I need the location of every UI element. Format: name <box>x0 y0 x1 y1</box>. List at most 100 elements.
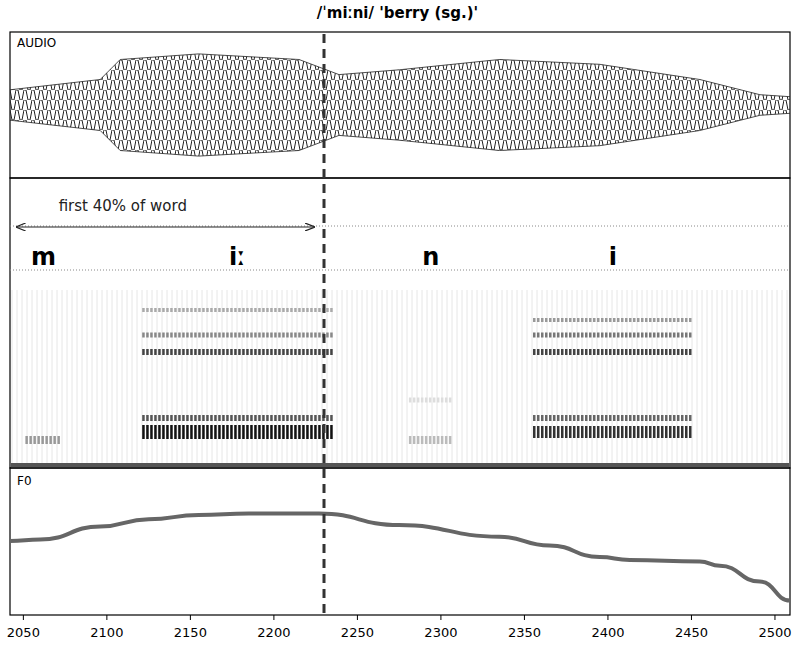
striation <box>112 290 113 466</box>
formant <box>661 426 664 438</box>
formant <box>569 415 572 421</box>
waveform-envelope <box>10 54 790 97</box>
striation <box>692 290 693 466</box>
formant <box>282 349 285 355</box>
formant <box>665 415 668 421</box>
formant <box>605 318 608 322</box>
formant <box>637 349 640 355</box>
formant <box>661 318 664 322</box>
formant <box>146 308 149 312</box>
formant <box>158 425 161 439</box>
striation <box>22 290 23 466</box>
formant <box>621 318 624 322</box>
formant <box>649 349 652 355</box>
striation <box>682 290 683 466</box>
formant <box>657 415 660 421</box>
formant <box>565 333 568 338</box>
formant <box>222 425 225 439</box>
striation <box>762 290 763 466</box>
formant <box>282 415 285 421</box>
formant <box>302 425 305 439</box>
formant <box>665 349 668 355</box>
striation <box>647 290 648 466</box>
striation <box>477 290 478 466</box>
formant <box>541 349 544 355</box>
formant <box>577 349 580 355</box>
striation <box>552 290 553 466</box>
striation <box>697 290 698 466</box>
striation <box>327 290 328 466</box>
formant <box>681 426 684 438</box>
striation <box>272 290 273 466</box>
striation <box>422 290 423 466</box>
formant <box>549 415 552 421</box>
formant <box>413 436 416 444</box>
formant <box>198 415 201 421</box>
formant <box>206 349 209 355</box>
formant <box>150 349 153 355</box>
striation <box>217 290 218 466</box>
formant <box>246 333 249 338</box>
formant <box>445 436 448 444</box>
formant <box>182 425 185 439</box>
formant <box>629 318 632 322</box>
formant <box>601 318 604 322</box>
formant <box>57 436 60 444</box>
formant <box>166 425 169 439</box>
striation <box>577 290 578 466</box>
striation <box>712 290 713 466</box>
x-tick <box>691 615 692 620</box>
formant <box>569 318 572 322</box>
formant <box>641 426 644 438</box>
striation <box>462 290 463 466</box>
x-tick <box>106 615 107 620</box>
formant <box>262 333 265 338</box>
x-tick-label: 2050 <box>7 625 40 640</box>
striation <box>522 290 523 466</box>
formant <box>246 308 249 312</box>
formant <box>270 415 273 421</box>
formant <box>597 415 600 421</box>
formant <box>629 333 632 338</box>
formant <box>150 415 153 421</box>
striation <box>62 290 63 466</box>
formant <box>266 415 269 421</box>
formant <box>206 425 209 439</box>
formant <box>657 318 660 322</box>
formant <box>565 349 568 355</box>
formant <box>681 318 684 322</box>
striation <box>412 290 413 466</box>
formant <box>605 415 608 421</box>
formant <box>198 425 201 439</box>
formant <box>633 415 636 421</box>
formant <box>25 436 28 444</box>
formant <box>617 426 620 438</box>
formant <box>246 349 249 355</box>
striation <box>87 290 88 466</box>
formant <box>262 425 265 439</box>
formant <box>202 415 205 421</box>
striation <box>407 290 408 466</box>
striation <box>442 290 443 466</box>
striation <box>82 290 83 466</box>
striation <box>167 290 168 466</box>
striation <box>707 290 708 466</box>
formant <box>194 308 197 312</box>
formant <box>577 426 580 438</box>
f0-group <box>10 514 790 601</box>
formant <box>433 398 436 403</box>
formant <box>246 415 249 421</box>
formant <box>609 333 612 338</box>
formant <box>294 415 297 421</box>
formant <box>314 349 317 355</box>
formant <box>597 349 600 355</box>
formant <box>625 349 628 355</box>
x-tick <box>273 615 274 620</box>
striation <box>507 290 508 466</box>
formant <box>306 308 309 312</box>
formant <box>537 426 540 438</box>
striation <box>637 290 638 466</box>
formant <box>569 426 572 438</box>
formant <box>537 415 540 421</box>
striation <box>192 290 193 466</box>
